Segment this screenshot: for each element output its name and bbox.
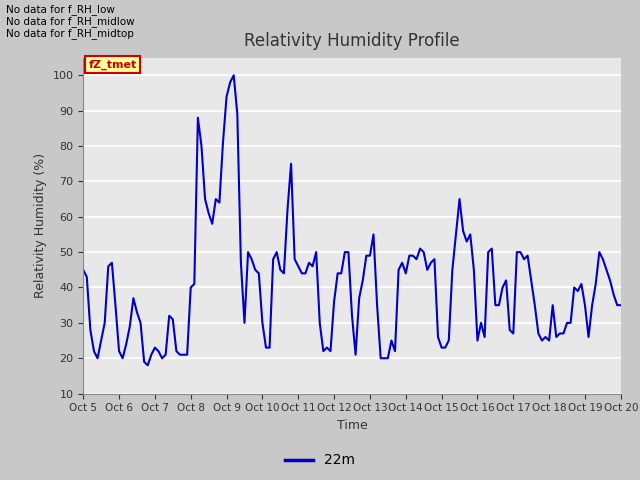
X-axis label: Time: Time	[337, 419, 367, 432]
Text: No data for f_RH_low: No data for f_RH_low	[6, 4, 115, 15]
Title: Relativity Humidity Profile: Relativity Humidity Profile	[244, 33, 460, 50]
Legend: 22m: 22m	[280, 448, 360, 473]
Text: fZ_tmet: fZ_tmet	[88, 60, 137, 70]
Text: No data for f_RH_midlow: No data for f_RH_midlow	[6, 16, 135, 27]
Y-axis label: Relativity Humidity (%): Relativity Humidity (%)	[34, 153, 47, 298]
Text: No data for f_RH_midtop: No data for f_RH_midtop	[6, 28, 134, 39]
